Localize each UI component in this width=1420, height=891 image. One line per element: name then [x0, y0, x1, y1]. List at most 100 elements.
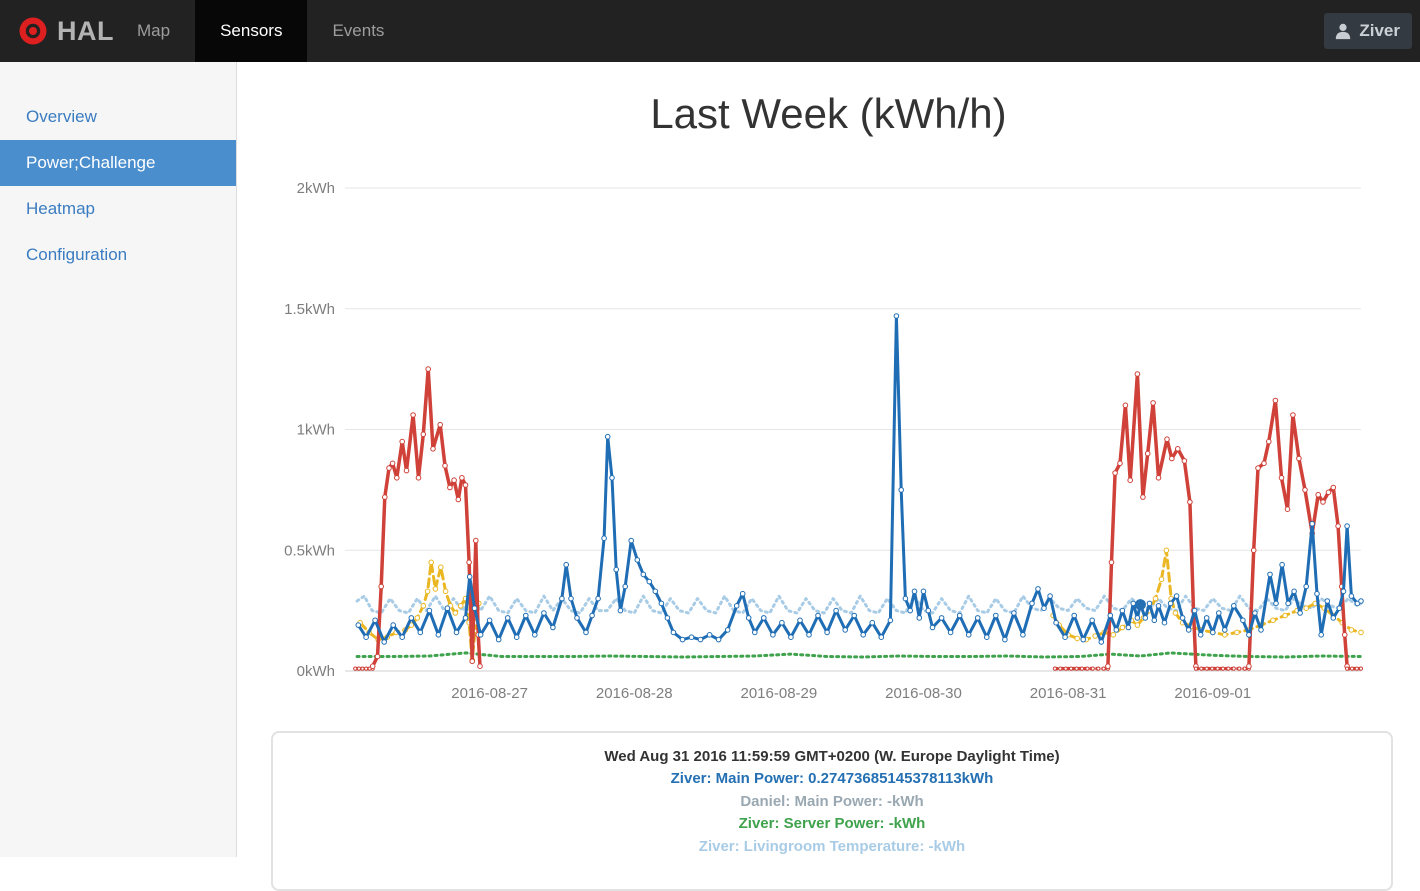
- data-point-marker: [568, 595, 574, 602]
- data-point-marker: [1320, 499, 1326, 505]
- data-point-marker: [902, 595, 909, 602]
- x-axis-tick-label: 2016-08-28: [596, 685, 673, 702]
- data-point-marker: [1335, 523, 1341, 529]
- data-point-marker: [1112, 470, 1118, 476]
- data-point-marker: [1187, 499, 1193, 505]
- y-axis-tick-label: 0.5kWh: [284, 542, 335, 559]
- data-point-marker: [609, 475, 615, 481]
- data-point-marker: [1210, 666, 1215, 671]
- data-point-marker: [1282, 612, 1288, 619]
- data-point-marker: [1246, 632, 1252, 638]
- sidebar-item-configuration[interactable]: Configuration: [26, 245, 128, 264]
- data-point-marker: [646, 578, 653, 585]
- data-point-marker: [1011, 610, 1017, 616]
- data-point-marker: [984, 634, 990, 641]
- data-point-marker: [447, 484, 453, 491]
- data-point-marker: [1303, 605, 1309, 612]
- data-point-marker: [1302, 487, 1308, 493]
- data-point-marker: [1354, 666, 1359, 671]
- data-point-marker: [1163, 547, 1170, 554]
- data-point-marker: [1296, 455, 1302, 462]
- data-point-marker: [1140, 494, 1146, 500]
- data-point-marker: [916, 615, 923, 621]
- data-point-marker: [574, 615, 580, 621]
- legend-series-line: Daniel: Main Power: -kWh: [740, 792, 924, 810]
- data-point-marker: [1345, 666, 1350, 671]
- data-point-marker: [1348, 593, 1355, 599]
- navbar-menu: Map Sensors Events: [112, 0, 409, 62]
- data-point-marker: [455, 496, 462, 503]
- nav-item-sensors[interactable]: Sensors: [195, 0, 308, 62]
- user-menu-button[interactable]: Ziver: [1324, 13, 1412, 49]
- data-point-marker: [583, 629, 589, 636]
- data-point-marker: [779, 619, 785, 626]
- data-point-marker: [1110, 632, 1117, 638]
- data-point-marker: [929, 624, 936, 631]
- series-line: [1247, 398, 1349, 668]
- data-point-marker: [1167, 600, 1174, 607]
- data-point-marker: [604, 433, 611, 440]
- data-point-marker: [1297, 610, 1303, 616]
- data-point-marker: [399, 438, 405, 445]
- hovered-data-point[interactable]: [1134, 599, 1146, 611]
- data-point-marker: [1309, 520, 1315, 527]
- data-point-marker: [1216, 610, 1222, 616]
- data-point-marker: [1242, 666, 1247, 671]
- data-point-marker: [495, 636, 502, 643]
- data-point-marker: [462, 615, 469, 621]
- data-point-marker: [745, 615, 752, 621]
- nav-item-events[interactable]: Events: [332, 21, 385, 40]
- app-brand[interactable]: HAL: [18, 0, 114, 62]
- data-point-marker: [1270, 617, 1276, 624]
- data-point-marker: [824, 629, 830, 636]
- data-point-marker: [715, 636, 722, 643]
- data-point-marker: [428, 559, 434, 566]
- data-point-marker: [1222, 627, 1228, 633]
- data-point-marker: [444, 605, 451, 612]
- data-point-marker: [920, 588, 927, 595]
- data-point-marker: [364, 666, 369, 671]
- data-point-marker: [1279, 561, 1285, 568]
- data-point-marker: [420, 603, 427, 609]
- data-point-marker: [432, 586, 439, 592]
- data-point-marker: [1348, 627, 1355, 633]
- data-point-marker: [1172, 610, 1179, 616]
- series-line: [356, 314, 1363, 644]
- data-point-marker: [851, 612, 858, 619]
- data-point-marker: [1220, 666, 1226, 671]
- data-point-marker: [1108, 559, 1115, 566]
- sidebar-item-heatmap[interactable]: Heatmap: [26, 199, 95, 218]
- data-point-marker: [1122, 402, 1129, 409]
- data-point-marker: [1062, 634, 1068, 641]
- top-navbar: HAL Map Sensors Events Ziver: [0, 0, 1420, 62]
- data-point-marker: [415, 475, 422, 481]
- data-point-marker: [1002, 636, 1008, 643]
- data-point-marker: [1096, 666, 1101, 671]
- data-point-marker: [466, 574, 473, 580]
- data-point-marker: [471, 605, 478, 612]
- timeseries-chart[interactable]: 0kWh 0.5kWh 1kWh 1.5kWh 2kWh 2016-08-27 2016-0…: [237, 160, 1420, 720]
- data-point-marker: [1341, 632, 1348, 638]
- data-point-marker: [965, 632, 972, 638]
- data-point-marker: [563, 561, 570, 568]
- sidebar-item-overview[interactable]: Overview: [26, 107, 97, 126]
- data-point-marker: [1324, 598, 1331, 604]
- data-point-marker: [1210, 629, 1216, 636]
- data-point-marker: [1020, 632, 1026, 638]
- data-point-marker: [1117, 460, 1123, 467]
- data-point-marker: [925, 607, 932, 614]
- data-point-marker: [473, 537, 479, 544]
- data-point-marker: [869, 619, 876, 626]
- data-point-marker: [634, 557, 641, 563]
- data-point-marker: [589, 612, 595, 619]
- data-point-marker: [386, 465, 392, 471]
- data-point-marker: [1155, 475, 1162, 481]
- sidebar-item-power-challenge[interactable]: Power;Challenge: [0, 140, 236, 186]
- nav-item-map[interactable]: Map: [137, 21, 171, 40]
- brand-text: HAL: [57, 15, 114, 46]
- data-point-marker: [513, 634, 520, 641]
- data-point-marker: [993, 612, 999, 619]
- data-point-marker: [907, 607, 914, 614]
- main-content: Last Week (kWh/h) 0kWh 0.5kWh 1kWh 1.5kWh 2k…: [237, 62, 1420, 891]
- data-point-marker: [595, 595, 601, 602]
